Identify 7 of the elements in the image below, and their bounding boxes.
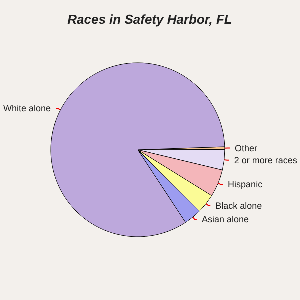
slice-label: Asian alone xyxy=(202,214,249,225)
slice-label: 2 or more races xyxy=(234,155,298,166)
slice-label: Hispanic xyxy=(228,180,264,190)
slice-label: Black alone xyxy=(216,200,262,211)
chart-title: Races in Safety Harbor, FL xyxy=(68,12,232,27)
slice-label: White alone xyxy=(4,104,52,114)
slice-label: Other xyxy=(234,143,258,154)
